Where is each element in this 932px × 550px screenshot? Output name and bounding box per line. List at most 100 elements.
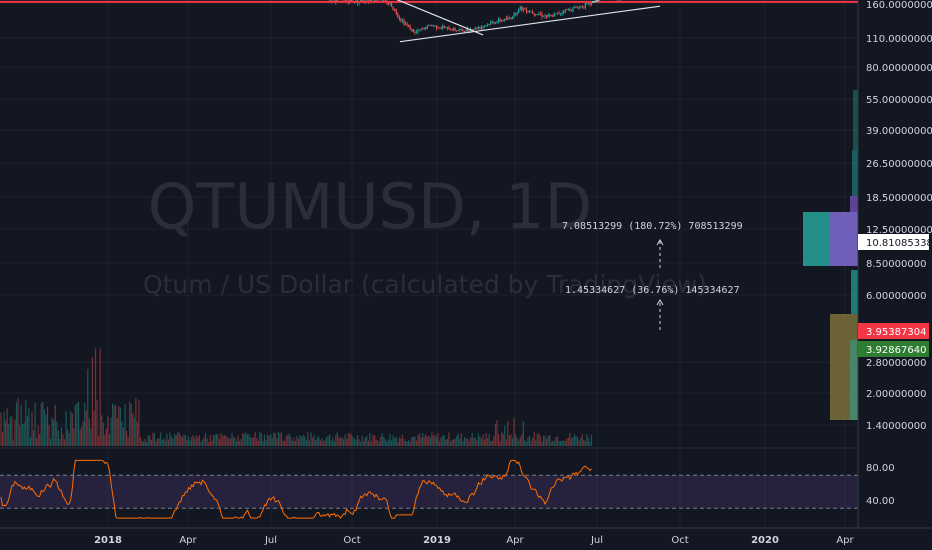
price-tick-label: 80.00000000 [866, 63, 932, 74]
volume-bar [155, 441, 157, 446]
volume-bar [60, 427, 63, 446]
candle-body [561, 12, 563, 14]
volume-bar [346, 439, 348, 446]
candle-body [451, 29, 453, 31]
volume-bar [305, 440, 307, 446]
volume-bar [541, 441, 543, 446]
volume-bar [587, 437, 590, 446]
volume-bar [229, 438, 231, 446]
volume-bar [347, 433, 349, 446]
volume-bar [251, 437, 253, 446]
time-tick-label: Oct [343, 535, 360, 546]
grid-lines [0, 0, 858, 528]
candle-body [431, 25, 433, 27]
volume-bar [473, 437, 475, 446]
candle-body [504, 18, 506, 21]
candle-body [536, 14, 538, 15]
candle-body [412, 28, 414, 33]
volume-bar [192, 435, 194, 446]
volume-bar [116, 418, 118, 446]
volume-bar [218, 439, 221, 446]
volume-bar [501, 432, 503, 446]
candle-body [542, 16, 545, 17]
volume-bar [36, 438, 38, 446]
price-tick-label: 26.50000000 [866, 159, 932, 170]
measure-tools[interactable]: 7.08513299 (180.72%) 708513299 1.4533462… [562, 221, 743, 330]
volume-bar [578, 440, 580, 446]
volume-bar [265, 439, 267, 446]
volume-bar [3, 411, 5, 446]
volume-bar [412, 436, 414, 446]
volume-bar [422, 433, 424, 446]
volume-bar [308, 440, 311, 446]
candle-body [432, 25, 435, 27]
volume-bar [428, 435, 430, 446]
volume-bar [513, 418, 515, 446]
candle-body [497, 18, 500, 22]
time-axis[interactable]: 2018 Apr Jul Oct 2019 Apr Jul Oct 2020 Apr [0, 527, 932, 546]
candle-body [519, 6, 521, 9]
volume-bar [20, 404, 22, 446]
candle-body [487, 24, 489, 26]
volume-bar [139, 437, 142, 446]
volume-bar [184, 435, 187, 446]
volume-bar [208, 441, 210, 446]
volume-bar [26, 415, 28, 446]
volume-bar [414, 436, 416, 446]
volume-bar [127, 437, 129, 446]
volume-bar [94, 348, 97, 446]
volume-bar [476, 440, 478, 446]
volume-bar [45, 414, 47, 446]
price-tick-label: 39.00000000 [866, 126, 932, 137]
candle-body [555, 13, 557, 15]
volume-bar [85, 410, 87, 446]
volume-bar [14, 419, 16, 446]
volume-bar [226, 436, 228, 446]
volume-bar [271, 438, 273, 446]
volume-bar [538, 433, 540, 446]
volume-bar [110, 417, 112, 446]
candle-body [449, 29, 452, 31]
volume-bar [480, 438, 483, 446]
volume-bar [50, 439, 52, 446]
price-label-box[interactable] [858, 341, 929, 357]
volume-bar [220, 433, 222, 446]
candle-body [513, 13, 515, 17]
price-label-box[interactable] [858, 323, 929, 339]
volume-bar [567, 437, 569, 446]
candle-body [533, 13, 535, 15]
volume-bar [76, 403, 78, 446]
volume-bar [544, 435, 546, 446]
volume-bar [563, 440, 565, 446]
volume-bar [222, 436, 224, 446]
candle-body [428, 24, 430, 26]
volume-bar [274, 433, 276, 446]
volume-bar [403, 439, 405, 446]
volume-bar [445, 439, 447, 446]
volume-bar [589, 441, 591, 446]
candle-body [456, 30, 458, 32]
volume-bar [336, 432, 338, 446]
volume-bar [539, 436, 541, 446]
price-axis[interactable]: 160.00000000 110.00000000 80.00000000 55.00… [857, 0, 932, 528]
volume-bar [205, 432, 207, 446]
volume-bar [215, 433, 218, 446]
volume-bar [293, 437, 295, 446]
horizontal-lines[interactable] [0, 0, 858, 3]
volume-bar [573, 434, 576, 446]
trendline[interactable] [399, 5, 661, 43]
volume-bar [383, 436, 385, 446]
volume-bar [401, 434, 404, 446]
volume-bar [494, 424, 497, 446]
volume-bar [329, 434, 331, 446]
volume-bar [482, 434, 484, 446]
volume-bar [521, 433, 523, 446]
volume-bar [449, 441, 452, 446]
volume-bar [133, 417, 135, 446]
candle-body [502, 20, 504, 22]
trendline[interactable] [112, 0, 484, 36]
price-label-box[interactable] [858, 234, 929, 250]
volume-bar [67, 429, 69, 446]
trendlines[interactable] [112, 0, 661, 43]
